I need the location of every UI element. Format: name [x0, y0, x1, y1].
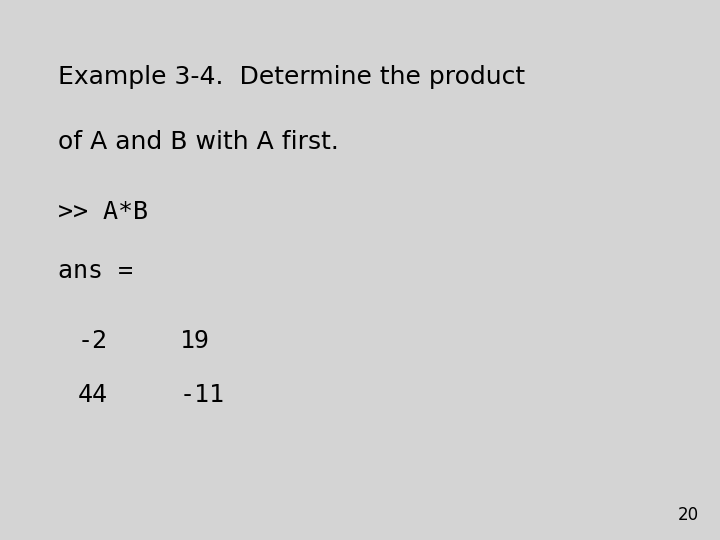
- Text: 19: 19: [180, 329, 210, 353]
- Text: of A and B with A first.: of A and B with A first.: [58, 130, 338, 153]
- Text: -2: -2: [78, 329, 108, 353]
- Text: >> A*B: >> A*B: [58, 200, 148, 224]
- Text: 44: 44: [78, 383, 108, 407]
- Text: ans =: ans =: [58, 259, 132, 283]
- Text: -11: -11: [180, 383, 225, 407]
- Text: 20: 20: [678, 506, 698, 524]
- Text: Example 3-4.  Determine the product: Example 3-4. Determine the product: [58, 65, 525, 89]
